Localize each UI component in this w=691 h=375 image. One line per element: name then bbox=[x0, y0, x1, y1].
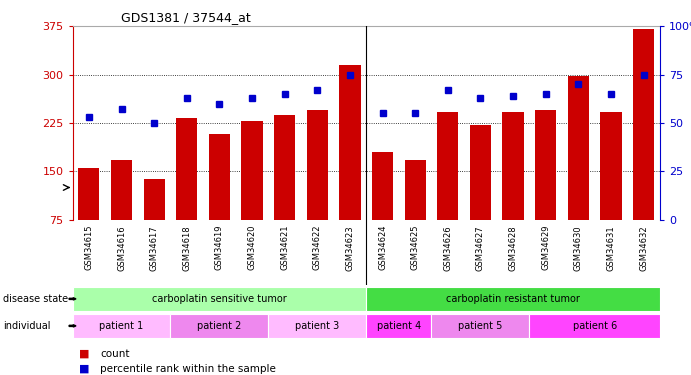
Text: ■: ■ bbox=[79, 364, 90, 374]
Text: GSM34629: GSM34629 bbox=[541, 225, 550, 270]
Text: GSM34617: GSM34617 bbox=[150, 225, 159, 271]
Bar bbox=[431, 314, 529, 338]
Bar bbox=[73, 314, 171, 338]
Text: GDS1381 / 37544_at: GDS1381 / 37544_at bbox=[121, 11, 251, 24]
Bar bbox=[171, 314, 268, 338]
Text: individual: individual bbox=[3, 321, 51, 331]
Text: patient 4: patient 4 bbox=[377, 321, 421, 331]
Text: GSM34616: GSM34616 bbox=[117, 225, 126, 271]
Text: GSM34625: GSM34625 bbox=[410, 225, 419, 270]
Bar bbox=[176, 118, 198, 220]
Text: GSM34615: GSM34615 bbox=[84, 225, 93, 270]
Text: GSM34627: GSM34627 bbox=[476, 225, 485, 271]
Bar bbox=[366, 287, 660, 311]
Bar bbox=[274, 115, 295, 220]
Text: GSM34624: GSM34624 bbox=[378, 225, 387, 270]
Text: GSM34626: GSM34626 bbox=[444, 225, 453, 271]
Text: disease state: disease state bbox=[3, 294, 68, 304]
Bar bbox=[600, 112, 622, 220]
Bar bbox=[568, 76, 589, 220]
Text: GSM34620: GSM34620 bbox=[247, 225, 256, 270]
Text: GSM34621: GSM34621 bbox=[280, 225, 289, 270]
Bar bbox=[437, 112, 458, 220]
Bar bbox=[502, 112, 524, 220]
Text: GSM34623: GSM34623 bbox=[346, 225, 354, 271]
Text: GSM34628: GSM34628 bbox=[509, 225, 518, 271]
Bar bbox=[535, 110, 556, 220]
Bar bbox=[633, 30, 654, 220]
Text: GSM34618: GSM34618 bbox=[182, 225, 191, 271]
Bar bbox=[73, 287, 366, 311]
Text: percentile rank within the sample: percentile rank within the sample bbox=[100, 364, 276, 374]
Text: GSM34631: GSM34631 bbox=[607, 225, 616, 271]
Text: GSM34619: GSM34619 bbox=[215, 225, 224, 270]
Bar bbox=[209, 134, 230, 220]
Text: patient 2: patient 2 bbox=[197, 321, 242, 331]
Bar bbox=[144, 179, 164, 220]
Bar bbox=[339, 65, 361, 220]
Text: carboplatin resistant tumor: carboplatin resistant tumor bbox=[446, 294, 580, 304]
Bar bbox=[78, 168, 100, 220]
Bar bbox=[111, 160, 132, 220]
Bar bbox=[372, 152, 393, 220]
Bar bbox=[470, 125, 491, 220]
Text: patient 3: patient 3 bbox=[295, 321, 339, 331]
Text: patient 6: patient 6 bbox=[573, 321, 617, 331]
Text: GSM34630: GSM34630 bbox=[574, 225, 583, 271]
Bar bbox=[268, 314, 366, 338]
Bar bbox=[241, 121, 263, 220]
Text: carboplatin sensitive tumor: carboplatin sensitive tumor bbox=[152, 294, 287, 304]
Text: GSM34622: GSM34622 bbox=[313, 225, 322, 270]
Bar bbox=[404, 160, 426, 220]
Text: patient 1: patient 1 bbox=[100, 321, 144, 331]
Text: GSM34632: GSM34632 bbox=[639, 225, 648, 271]
Bar bbox=[366, 314, 431, 338]
Bar bbox=[529, 314, 660, 338]
Text: ■: ■ bbox=[79, 349, 90, 358]
Text: count: count bbox=[100, 349, 130, 358]
Bar bbox=[307, 110, 328, 220]
Text: patient 5: patient 5 bbox=[458, 321, 502, 331]
